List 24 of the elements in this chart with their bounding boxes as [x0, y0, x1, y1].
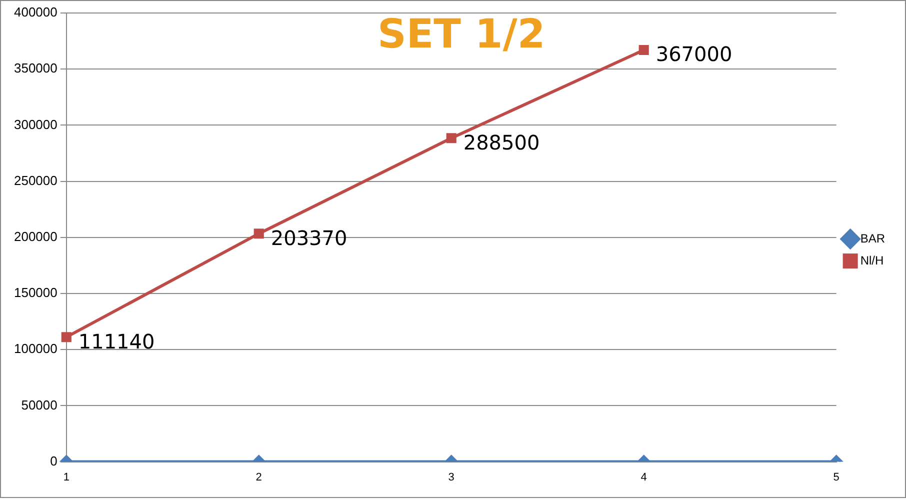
data-label: 111140 — [78, 329, 155, 354]
x-tick-label: 4 — [640, 471, 647, 484]
data-label: 288500 — [463, 130, 540, 154]
y-tick-label: 350000 — [14, 60, 58, 76]
data-label: 203370 — [270, 226, 348, 250]
y-tick-label: 400000 — [14, 4, 58, 20]
x-tick-label: 3 — [448, 471, 454, 484]
point — [638, 44, 649, 56]
x-tick-label: 2 — [256, 471, 262, 484]
legend-label: Nl/H — [860, 253, 884, 268]
point — [446, 133, 456, 144]
y-tick-label: 300000 — [14, 116, 58, 132]
y-tick-label: 0 — [50, 453, 58, 468]
y-tick-label: 150000 — [14, 285, 58, 300]
point — [254, 228, 264, 239]
y-tick-label: 200000 — [14, 228, 58, 244]
chart-title: SET 1/2 — [378, 11, 546, 58]
y-tick-label: 250000 — [14, 172, 58, 188]
legend-label: BAR — [860, 231, 886, 246]
x-tick-label: 5 — [833, 471, 840, 484]
data-label: 367000 — [656, 42, 732, 66]
y-tick-label: 100000 — [14, 341, 58, 356]
x-tick-label: 1 — [63, 471, 70, 484]
y-tick-label: 50000 — [21, 397, 58, 412]
